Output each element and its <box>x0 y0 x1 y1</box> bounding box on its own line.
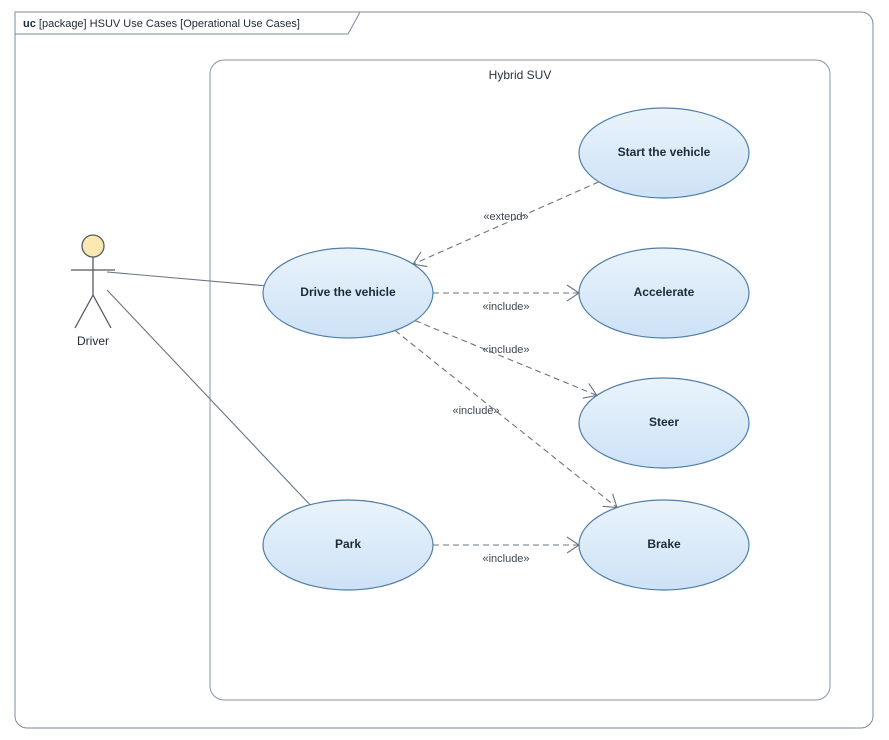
usecase-drive: Drive the vehicle <box>263 248 433 338</box>
usecase-label: Drive the vehicle <box>300 285 396 299</box>
usecase-label: Park <box>335 537 361 551</box>
frame-header-text: uc [package] HSUV Use Cases [Operational… <box>23 18 300 30</box>
usecase-start: Start the vehicle <box>579 108 749 198</box>
svg-text:uc [package] HSUV Use Cases [O: uc [package] HSUV Use Cases [Operational… <box>23 18 300 30</box>
usecase-label: Start the vehicle <box>618 145 711 159</box>
usecase-steer: Steer <box>579 378 749 468</box>
dependency-label: «include» <box>482 344 529 356</box>
dependency-label: «include» <box>482 301 529 313</box>
usecase-accel: Accelerate <box>579 248 749 338</box>
dependency-label: «include» <box>482 553 529 565</box>
dependency-label: «include» <box>452 405 499 417</box>
system-boundary-label: Hybrid SUV <box>489 68 552 82</box>
usecase-label: Steer <box>649 415 679 429</box>
usecase-park: Park <box>263 500 433 590</box>
actor-label: Driver <box>77 334 109 348</box>
usecase-label: Accelerate <box>634 285 695 299</box>
dependency-label: «extend» <box>483 211 528 223</box>
usecase-brake: Brake <box>579 500 749 590</box>
usecase-label: Brake <box>647 537 681 551</box>
